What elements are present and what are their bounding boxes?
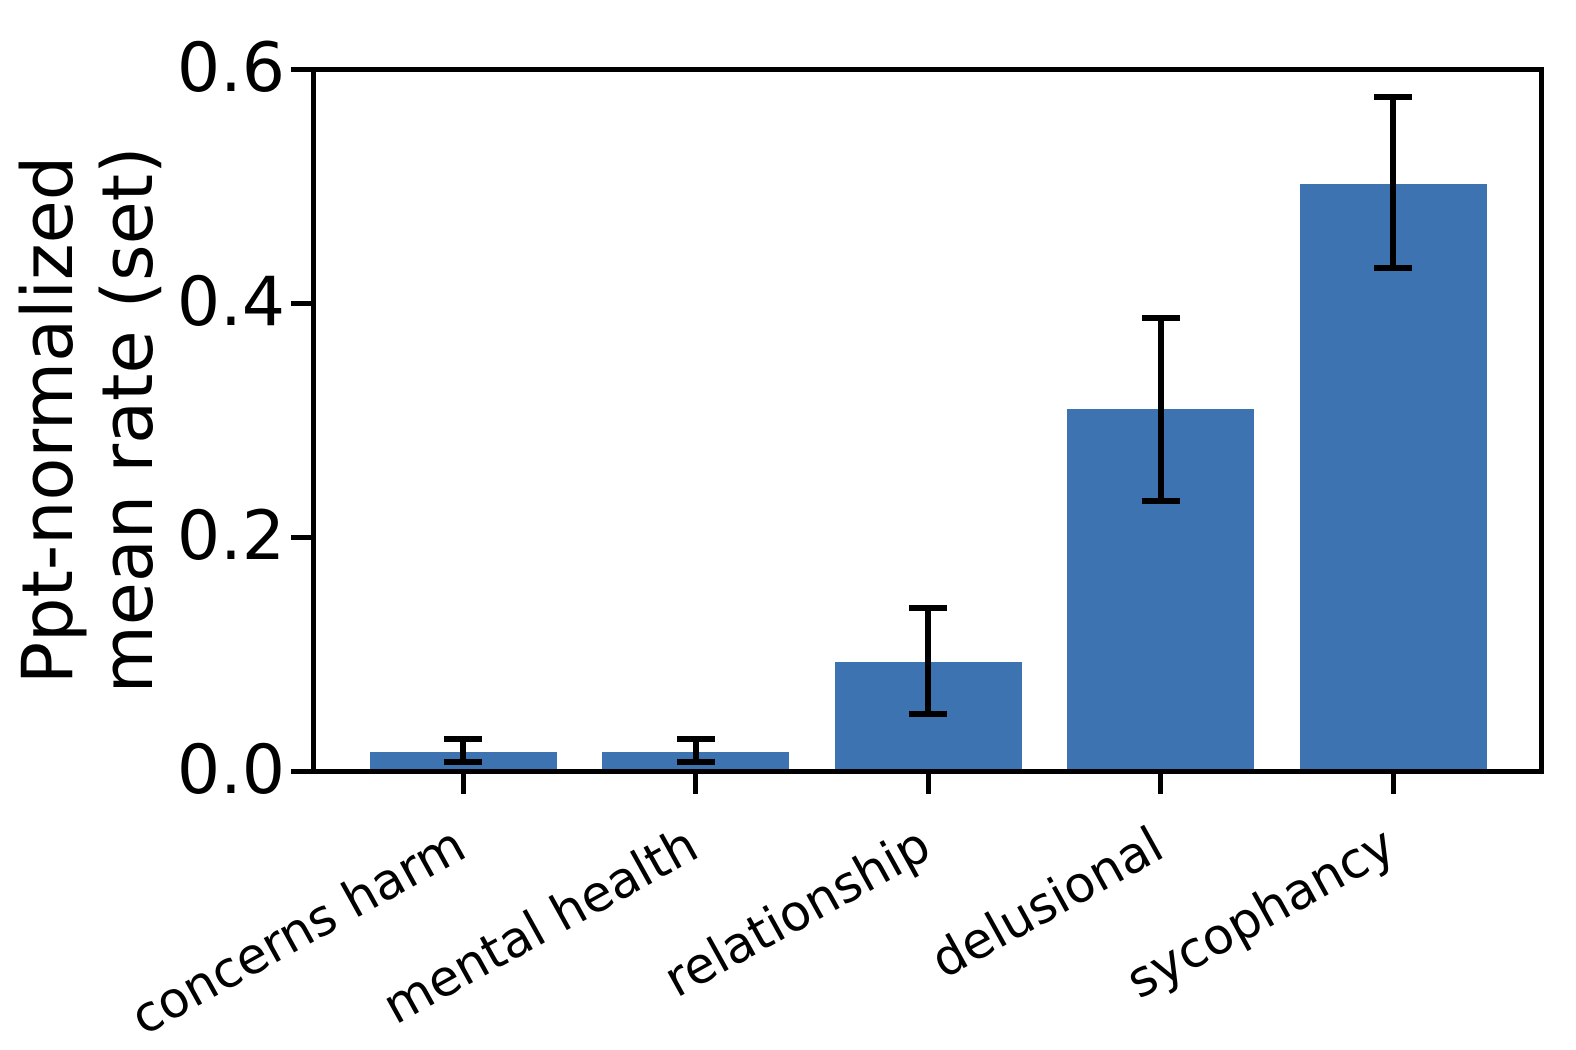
error-bar-stem bbox=[1157, 318, 1164, 501]
error-bar-stem bbox=[692, 739, 699, 762]
x-tick bbox=[925, 774, 931, 794]
y-tick-label: 0.2 bbox=[176, 497, 285, 576]
error-bar-cap-bottom bbox=[676, 758, 715, 765]
error-bar-cap-top bbox=[676, 736, 715, 743]
y-tick bbox=[291, 66, 311, 72]
error-bar-stem bbox=[925, 608, 931, 714]
axis-spine-left bbox=[311, 67, 316, 774]
axis-spine-bottom bbox=[311, 769, 1544, 774]
error-bar-cap-bottom bbox=[444, 758, 482, 765]
error-bar-stem bbox=[1390, 97, 1396, 268]
error-bar-cap-top bbox=[909, 605, 947, 612]
y-tick bbox=[291, 534, 311, 540]
error-bar-cap-bottom bbox=[1374, 264, 1412, 271]
error-bar-cap-bottom bbox=[909, 710, 947, 717]
error-bar-cap-bottom bbox=[1141, 497, 1180, 504]
y-tick bbox=[291, 300, 311, 306]
x-tick bbox=[460, 774, 466, 794]
y-tick bbox=[291, 768, 311, 774]
y-tick-label: 0.0 bbox=[176, 731, 285, 810]
error-bar-cap-top bbox=[1374, 94, 1412, 101]
y-tick-label: 0.6 bbox=[176, 29, 285, 108]
y-tick-label: 0.4 bbox=[176, 263, 285, 342]
x-tick bbox=[693, 774, 698, 794]
x-tick bbox=[1390, 774, 1396, 794]
x-tick bbox=[1158, 774, 1163, 794]
axis-spine-top bbox=[311, 67, 1544, 72]
error-bar-stem bbox=[460, 739, 466, 762]
axis-spine-right bbox=[1539, 67, 1544, 774]
bar-sycophancy bbox=[1299, 183, 1487, 773]
error-bar-cap-top bbox=[1141, 315, 1180, 322]
x-tick-label-relationship: relationship bbox=[654, 815, 940, 1009]
error-bar-cap-top bbox=[444, 736, 482, 743]
